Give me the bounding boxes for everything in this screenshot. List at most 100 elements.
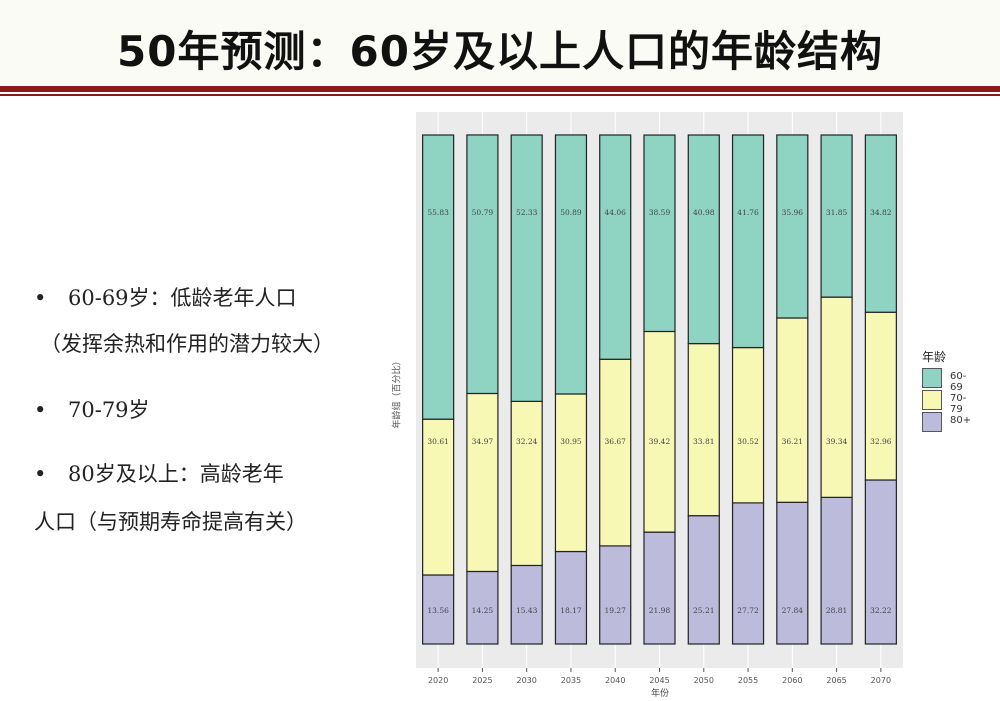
bar-80plus-2040 — [599, 545, 632, 645]
data-label-60-69-2035: 50.89 — [560, 208, 582, 217]
slide-header: 50年预测：60岁及以上人口的年龄结构 — [0, 0, 1000, 86]
legend-label-60-69: 60-69 — [950, 371, 967, 393]
data-label-60-69-2025: 50.79 — [472, 208, 494, 217]
data-label-80plus-2025: 14.25 — [472, 606, 494, 615]
data-label-60-69-2070: 34.82 — [870, 208, 892, 217]
legend-swatch-80plus — [922, 412, 942, 432]
bullet-3-line-2: 人口（与预期寿命提高有关） — [34, 510, 307, 534]
data-label-70-79-2025: 34.97 — [472, 437, 494, 446]
bar-60-69-2060 — [776, 134, 809, 319]
legend-swatch-70-79 — [922, 390, 942, 410]
x-tick-label-2040: 2040 — [605, 676, 625, 685]
data-label-80plus-2045: 21.98 — [649, 606, 671, 615]
bar-70-79-2065 — [820, 296, 853, 498]
x-tick-label-2035: 2035 — [561, 676, 581, 685]
data-label-80plus-2055: 27.72 — [737, 606, 759, 615]
x-tick-label-2025: 2025 — [472, 676, 492, 685]
data-label-60-69-2040: 44.06 — [604, 208, 626, 217]
data-label-60-69-2050: 40.98 — [693, 208, 715, 217]
data-label-70-79-2065: 39.34 — [826, 437, 848, 446]
x-tick-label-2045: 2045 — [649, 676, 669, 685]
x-tick-label-2050: 2050 — [694, 676, 714, 685]
bar-60-69-2040 — [599, 134, 632, 360]
data-label-80plus-2040: 19.27 — [604, 606, 626, 615]
legend-label-70-79: 70-79 — [950, 393, 967, 415]
data-label-70-79-2045: 39.42 — [649, 437, 671, 446]
bar-60-69-2035 — [554, 134, 588, 395]
data-label-80plus-2030: 15.43 — [516, 606, 538, 615]
x-tick-label-2055: 2055 — [738, 676, 758, 685]
data-label-60-69-2020: 55.83 — [427, 208, 449, 217]
legend-title: 年龄 — [922, 350, 947, 364]
bar-70-79-2050 — [687, 342, 720, 517]
bar-60-69-2070 — [864, 134, 897, 313]
data-label-70-79-2060: 36.21 — [782, 437, 803, 446]
bar-80plus-2065 — [820, 496, 853, 645]
legend-label-80plus: 80+ — [950, 415, 972, 426]
bar-80plus-2070 — [864, 479, 897, 645]
bullet-dot: • — [34, 398, 47, 422]
title-rule-thick — [0, 86, 1000, 92]
bar-60-69-2020 — [422, 134, 455, 420]
data-label-80plus-2060: 27.84 — [782, 606, 804, 615]
bullet-1-line-1: • 60-69岁：低龄老年人口 — [34, 286, 297, 310]
x-tick-label-2060: 2060 — [782, 676, 802, 685]
data-label-80plus-2035: 18.17 — [560, 606, 582, 615]
bar-80plus-2055 — [731, 502, 765, 645]
bullet-dot: • — [34, 462, 47, 486]
data-label-70-79-2050: 33.81 — [693, 437, 714, 446]
x-ticks: 2020 2025 2030 2035 2040 2045 2050 2055 2060 2065… — [428, 668, 891, 685]
bar-60-69-2050 — [687, 134, 720, 345]
data-label-80plus-2020: 13.56 — [427, 606, 449, 615]
data-label-70-79-2035: 30.95 — [560, 437, 582, 446]
x-axis-label: 年份 — [650, 689, 669, 699]
bar-60-69-2030 — [510, 134, 543, 402]
data-label-60-69-2045: 38.59 — [649, 208, 671, 217]
data-label-70-79-2070: 32.96 — [870, 437, 892, 446]
data-label-70-79-2040: 36.67 — [604, 437, 626, 446]
x-tick-label-2020: 2020 — [428, 676, 448, 685]
bar-70-79-2060 — [776, 317, 809, 503]
bar-80plus-2030 — [510, 564, 543, 645]
bar-80plus-2050 — [687, 515, 720, 645]
data-label-60-69-2030: 52.33 — [516, 208, 538, 217]
bullet-2-line-1: • 70-79岁 — [34, 398, 150, 422]
bullet-1-line-2: （发挥余热和作用的潜力较大） — [40, 332, 334, 356]
data-label-60-69-2060: 35.96 — [782, 208, 804, 217]
bullet-dot: • — [34, 286, 47, 310]
data-label-70-79-2030: 32.24 — [516, 437, 538, 446]
title-rule-thin — [0, 94, 1000, 96]
bar-70-79-2070 — [864, 311, 897, 481]
bar-70-79-2025 — [466, 392, 499, 573]
slide-title: 50年预测：60岁及以上人口的年龄结构 — [117, 27, 883, 76]
data-label-80plus-2065: 28.81 — [826, 606, 847, 615]
bar-70-79-2055 — [731, 346, 765, 504]
bar-70-79-2035 — [554, 393, 588, 553]
bar-70-79-2040 — [599, 358, 632, 547]
y-axis-label: 年龄组（百分比） — [392, 356, 403, 429]
bar-60-69-2065 — [820, 134, 853, 298]
bar-60-69-2055 — [731, 134, 765, 349]
x-tick-label-2070: 2070 — [871, 676, 891, 685]
bullet-3-line-1: • 80岁及以上：高龄老年 — [34, 462, 284, 486]
x-tick-label-2030: 2030 — [517, 676, 537, 685]
bar-80plus-2025 — [466, 570, 499, 645]
bar-70-79-2030 — [510, 400, 543, 567]
data-label-80plus-2050: 25.21 — [693, 606, 714, 615]
data-label-70-79-2055: 30.52 — [737, 437, 759, 446]
bar-70-79-2020 — [422, 418, 455, 576]
bar-80plus-2035 — [554, 550, 588, 645]
data-label-60-69-2055: 41.76 — [737, 208, 759, 217]
x-tick-label-2065: 2065 — [826, 676, 846, 685]
data-label-70-79-2020: 30.61 — [427, 437, 448, 446]
legend-swatch-60-69 — [922, 368, 942, 388]
data-label-80plus-2070: 32.22 — [870, 606, 892, 615]
bar-80plus-2060 — [776, 501, 809, 645]
bar-80plus-2045 — [643, 531, 676, 645]
bars-group: 13.56 30.61 55.83 14.25 34.97 50.79 15.43 32.24… — [422, 134, 897, 645]
bar-60-69-2025 — [466, 134, 499, 395]
bar-60-69-2045 — [643, 134, 676, 333]
bar-70-79-2045 — [643, 330, 676, 533]
data-label-60-69-2065: 31.85 — [826, 208, 848, 217]
